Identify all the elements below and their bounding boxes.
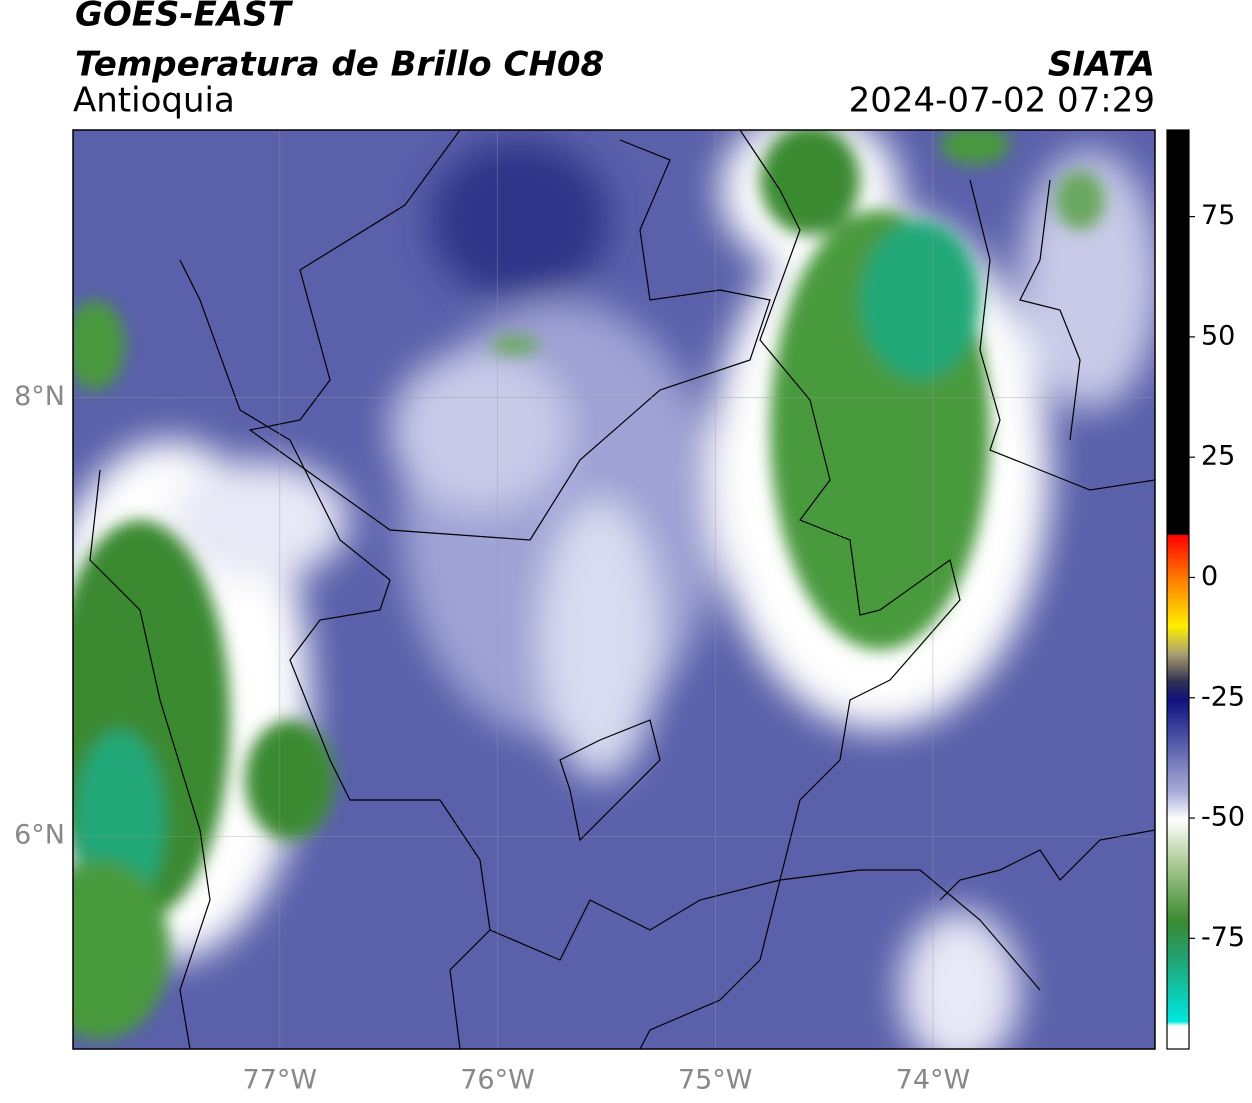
datetime: 2024-07-02 07:29 [849, 81, 1155, 121]
x-tick-label: 76°W [460, 1065, 535, 1096]
region: Antioquia [73, 81, 235, 121]
colorbar-tick-label: -75 [1201, 922, 1245, 953]
satellite-image [73, 130, 1155, 1049]
source: SIATA [1048, 45, 1155, 85]
x-tick-label: 74°W [896, 1065, 971, 1096]
colorbar-tick-label: -50 [1201, 802, 1245, 833]
subtitle: Temperatura de Brillo CH08 [75, 45, 604, 85]
x-tick-label: 77°W [243, 1065, 318, 1096]
colorbar-tick-label: 50 [1201, 320, 1235, 351]
x-tick-label: 75°W [678, 1065, 753, 1096]
colorbar-tick-label: 0 [1201, 561, 1218, 592]
y-tick-label: 6°N [14, 820, 65, 851]
y-tick-label: 8°N [14, 381, 65, 412]
grid [73, 130, 1155, 1049]
colorbar [1166, 129, 1190, 1050]
colorbar-tick-label: -25 [1201, 681, 1245, 712]
colorbar-tick-label: 75 [1201, 200, 1235, 231]
colorbar-tick-label: 25 [1201, 441, 1235, 472]
title: GOES-EAST [75, 0, 294, 35]
map-frame [72, 129, 1156, 1050]
